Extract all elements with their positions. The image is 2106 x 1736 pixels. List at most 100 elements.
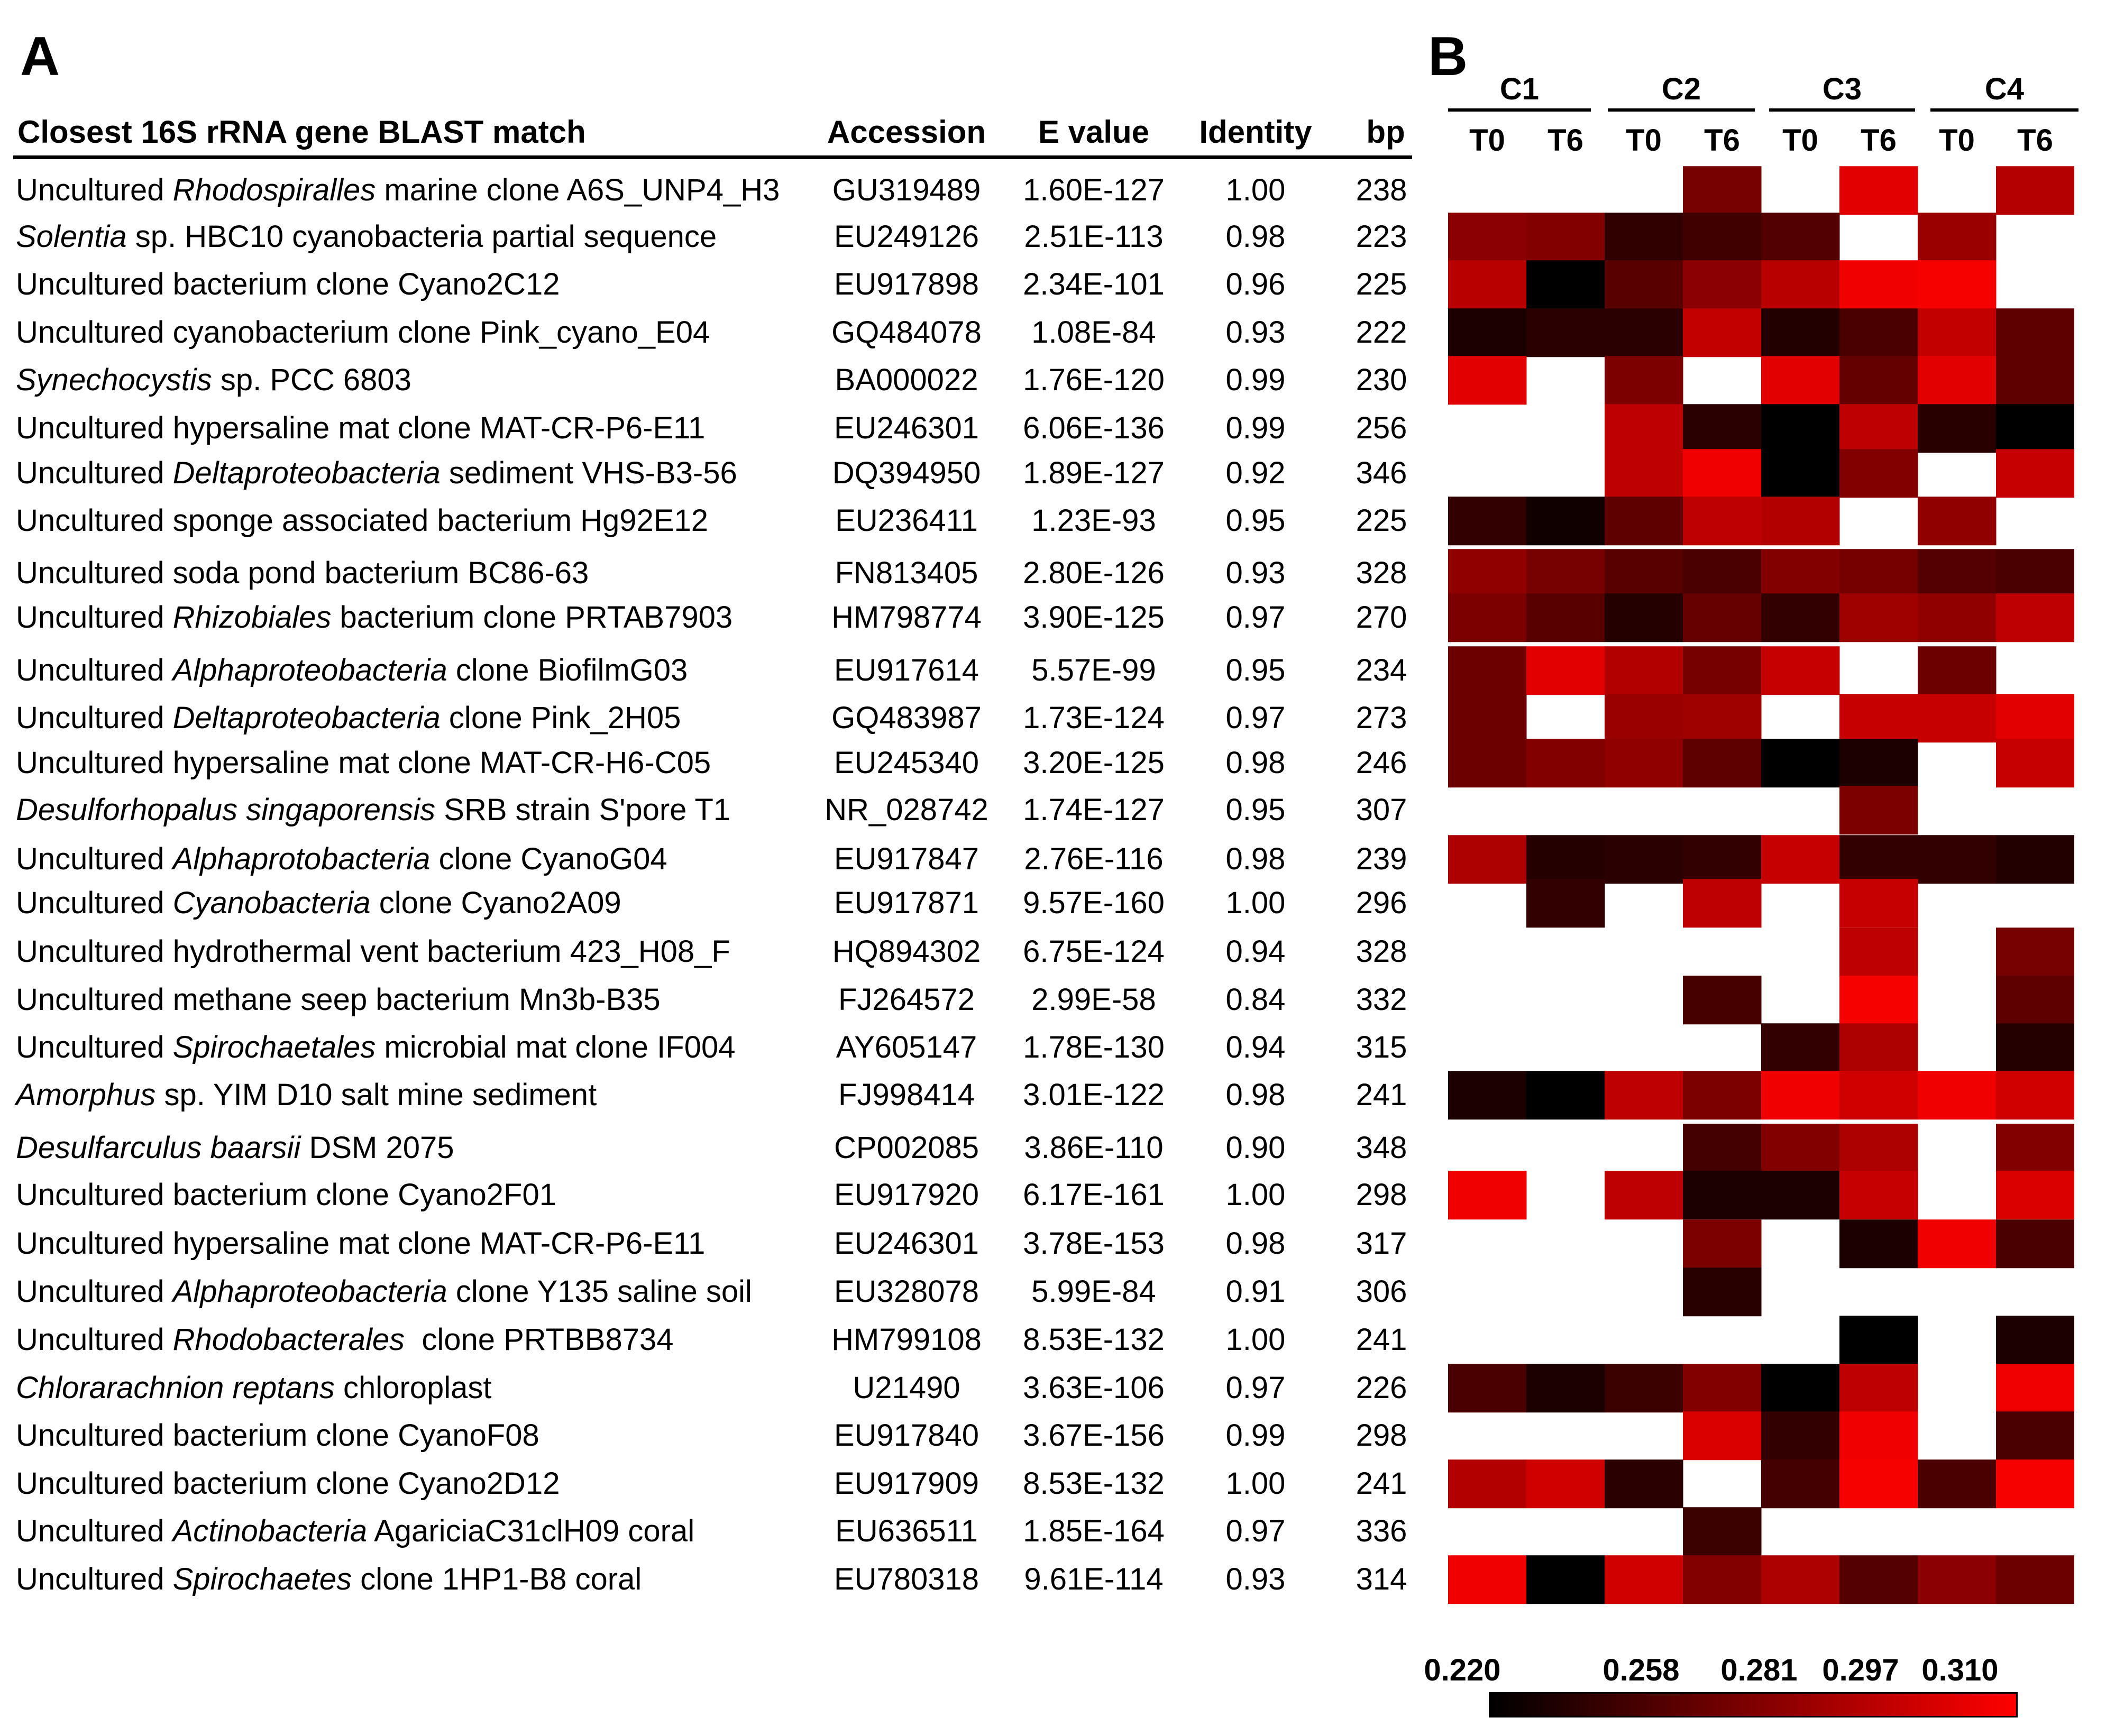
table-row: Solentia sp. HBC10 cyanobacteria partial… <box>0 216 1428 258</box>
match-cell: Uncultured Spirochaetales microbial mat … <box>16 1026 735 1069</box>
evalue-cell: 6.17E-161 <box>1023 1178 1165 1212</box>
heatmap-cell <box>1526 213 1605 262</box>
table-row: Uncultured hydrothermal vent bacterium 4… <box>0 931 1428 973</box>
accession-cell: HM799108 <box>831 1322 982 1357</box>
heatmap-cell <box>1918 835 1997 884</box>
heatmap-cell <box>1996 449 2074 498</box>
match-text: SRB strain S'pore T1 <box>435 793 731 827</box>
heatmap-cell <box>1683 213 1762 262</box>
heatmap-cell <box>1996 835 2074 884</box>
match-text: clone PRTBB8734 <box>405 1322 674 1357</box>
accession-cell: GQ484078 <box>831 315 982 350</box>
match-text: Uncultured bacterium clone Cyano2F01 <box>16 1178 556 1212</box>
bp-cell: 222 <box>1356 315 1407 350</box>
colorbar-tick-label: 0.258 <box>1603 1653 1680 1687</box>
heatmap-cell <box>1605 646 1683 695</box>
evalue-cell: 3.67E-156 <box>1023 1418 1165 1453</box>
match-text: Uncultured hypersaline mat clone MAT-CR-… <box>16 1226 706 1261</box>
column-label-t6: T6 <box>1704 123 1740 158</box>
header-accession: Accession <box>827 114 986 150</box>
table-row: Desulforhopalus singaporensis SRB strain… <box>0 789 1428 831</box>
identity-cell: 0.95 <box>1225 653 1286 687</box>
heatmap-cell <box>1761 1364 1840 1413</box>
bp-cell: 241 <box>1356 1078 1407 1112</box>
evalue-cell: 5.99E-84 <box>1031 1274 1156 1309</box>
heatmap-cell <box>1605 835 1683 884</box>
accession-cell: FJ264572 <box>838 982 975 1017</box>
accession-cell: EU917847 <box>834 842 979 876</box>
match-cell: Uncultured Rhodospiralles marine clone A… <box>16 169 780 212</box>
colorbar-tick-label: 0.310 <box>1921 1653 1999 1687</box>
header-bp: bp <box>1366 114 1405 150</box>
match-cell: Uncultured Spirochaetes clone 1HP1-B8 co… <box>16 1558 642 1601</box>
heatmap-cell <box>1683 404 1762 453</box>
heatmap-cell <box>1839 1459 1918 1509</box>
heatmap-cell <box>1918 497 1997 546</box>
heatmap-cell <box>1996 1219 2074 1269</box>
heatmap-cell <box>1839 1219 1918 1269</box>
heatmap-cell <box>1996 404 2074 453</box>
accession-cell: HM798774 <box>831 600 982 635</box>
match-text: Uncultured <box>16 456 173 490</box>
group-underline <box>1769 108 1915 112</box>
accession-cell: EU246301 <box>834 1226 979 1261</box>
identity-cell: 0.92 <box>1225 456 1286 490</box>
evalue-cell: 3.78E-153 <box>1023 1226 1165 1261</box>
match-taxon-italic: Alphaproteobacteria <box>172 653 447 687</box>
heatmap-cell <box>1683 1364 1762 1413</box>
heatmap-cell <box>1526 308 1605 357</box>
heatmap-cell <box>1683 646 1762 695</box>
table-row: Uncultured Rhodospiralles marine clone A… <box>0 169 1428 212</box>
match-text: Uncultured <box>16 886 173 920</box>
match-text: Uncultured <box>16 701 173 735</box>
evalue-cell: 1.76E-120 <box>1023 363 1165 397</box>
heatmap-cell <box>1839 1071 1918 1120</box>
heatmap-cell <box>1526 879 1605 928</box>
heatmap-cell <box>1448 835 1527 884</box>
bp-cell: 314 <box>1356 1562 1407 1596</box>
heatmap-cell <box>1761 1459 1840 1509</box>
evalue-cell: 9.61E-114 <box>1024 1562 1164 1596</box>
bp-cell: 298 <box>1356 1418 1407 1453</box>
accession-cell: EU236411 <box>835 503 978 538</box>
accession-cell: HQ894302 <box>832 934 981 969</box>
table-row: Amorphus sp. YIM D10 salt mine sediment F… <box>0 1074 1428 1116</box>
heatmap-cell <box>1761 213 1840 262</box>
table-row: Uncultured bacterium clone Cyano2F01 EU91… <box>0 1174 1428 1216</box>
colorbar-tick-label: 0.220 <box>1424 1653 1501 1687</box>
heatmap-cell <box>1996 927 2074 977</box>
match-text: DSM 2075 <box>300 1131 454 1165</box>
heatmap-cell <box>1839 549 1918 598</box>
heatmap-cell <box>1996 1555 2074 1604</box>
evalue-cell: 1.23E-93 <box>1031 503 1156 538</box>
heatmap-cell <box>1526 593 1605 642</box>
evalue-cell: 6.06E-136 <box>1023 411 1165 445</box>
table-row: Uncultured Rhodobacterales clone PRTBB87… <box>0 1319 1428 1361</box>
match-text: Uncultured <box>16 1274 173 1309</box>
heatmap-cell <box>1996 1316 2074 1365</box>
match-text: Uncultured sponge associated bacterium H… <box>16 503 709 538</box>
match-taxon-italic: Spirochaetes <box>172 1562 352 1596</box>
group-label-c1: C1 <box>1499 72 1540 106</box>
identity-cell: 1.00 <box>1225 1178 1286 1212</box>
heatmap-cell <box>1683 549 1762 598</box>
match-text: Uncultured <box>16 1514 173 1548</box>
match-taxon-italic: Desulforhopalus singaporensis <box>16 793 436 827</box>
match-text: Uncultured <box>16 653 173 687</box>
evalue-cell: 3.90E-125 <box>1023 600 1165 635</box>
evalue-cell: 3.20E-125 <box>1023 746 1165 780</box>
accession-cell: CP002085 <box>834 1131 979 1165</box>
heatmap-cell <box>1839 449 1918 498</box>
bp-cell: 226 <box>1356 1371 1407 1405</box>
panel-label-b: B <box>1428 26 1468 87</box>
match-text: sp. HBC10 cyanobacteria partial sequence <box>126 219 717 254</box>
heatmap-cell <box>1448 694 1527 743</box>
group-label-c4: C4 <box>1984 72 2025 106</box>
accession-cell: GU319489 <box>832 173 981 207</box>
accession-cell: EU917909 <box>834 1466 979 1501</box>
evalue-cell: 3.63E-106 <box>1023 1371 1165 1405</box>
heatmap-cell <box>1761 646 1840 695</box>
heatmap-cell <box>1839 1316 1918 1365</box>
heatmap-cell <box>1448 1171 1527 1220</box>
bp-cell: 223 <box>1356 219 1407 254</box>
